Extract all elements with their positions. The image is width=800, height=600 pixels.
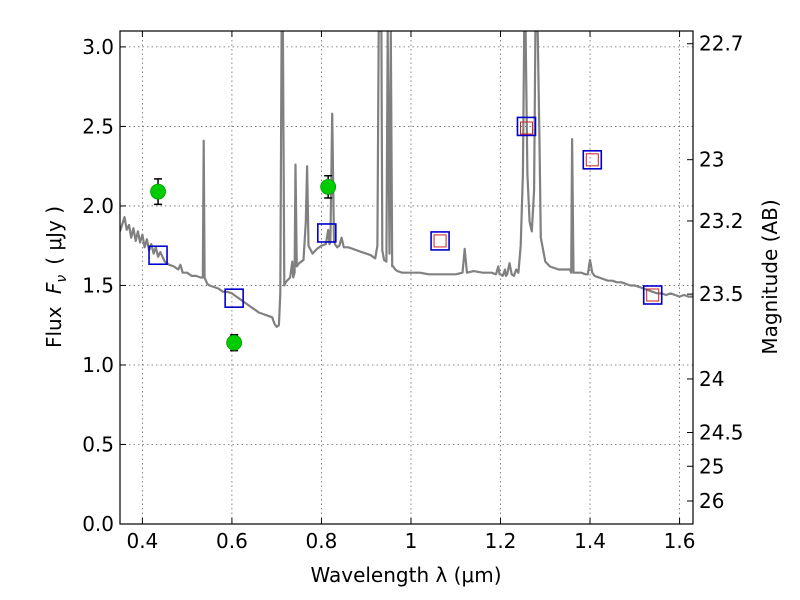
y-tick-label: 2.0 [82,194,114,218]
y-tick-label: 1.5 [82,273,114,297]
x-axis-label: Wavelength λ (μm) [310,563,501,587]
observed-box-marker [646,288,660,302]
spectrum-line [120,31,693,328]
model-box-marker [148,245,168,266]
observed-box-layer [433,121,660,302]
y-tick-label: 2.5 [82,114,114,138]
y-axis-magnitude: 22.7 23 23.2 23.5 24 24.5 25 26 [687,32,744,513]
measured-point [150,183,166,200]
y-tick-label: 0.0 [82,512,114,536]
mag-tick-label: 23 [699,148,724,172]
x-axis: 0.4 0.6 0.8 1 1.2 1.4 1.6 [126,31,695,553]
mag-tick-label: 22.7 [699,32,744,56]
measured-point [226,334,243,351]
mag-tick-label: 24 [699,367,724,391]
observed-box-marker [519,121,533,135]
plot-frame [119,30,694,525]
model-box-marker [317,223,337,243]
y2-axis-label: Magnitude (AB) [758,199,782,354]
spectrum-layer [120,31,693,328]
measured-point [320,178,337,195]
mag-tick-label: 26 [699,489,724,513]
x-tick-label: 0.4 [126,529,158,553]
y-axis-label: Flux Fν ( μJy ) [42,206,70,348]
y-axis-label-prefix: Flux [42,300,66,348]
model-box-marker [430,231,450,251]
mag-tick-label: 23.5 [699,282,744,306]
model-box-marker [642,285,663,305]
x-tick-label: 1.6 [664,529,696,553]
x-tick-label: 1.2 [485,529,517,553]
observed-box-marker [585,153,599,167]
observed-box-marker [433,234,447,248]
x-tick-label: 0.8 [306,529,338,553]
y-tick-label: 3.0 [82,35,114,59]
mag-tick-label: 24.5 [699,420,744,444]
y-axis-flux: 0.0 0.5 1.0 1.5 2.0 2.5 3.0 [82,35,126,536]
model-box-marker [224,288,244,308]
x-tick-label: 1.4 [574,529,606,553]
x-tick-label: 1 [405,529,418,553]
grid [120,31,693,525]
model-box-marker [582,150,603,170]
model-box-layer [148,116,663,308]
mag-tick-label: 23.2 [699,209,744,233]
mag-tick-label: 25 [699,454,724,478]
y-axis-label-subscript: ν [54,275,70,283]
y-tick-label: 0.5 [82,432,114,456]
y-axis-label-symbol: F [42,282,66,294]
measured-point-layer [150,174,337,352]
model-box-marker [516,116,537,137]
x-tick-label: 0.6 [216,529,248,553]
y-tick-label: 1.0 [82,353,114,377]
y-axis-label-unit: ( μJy ) [42,206,66,265]
